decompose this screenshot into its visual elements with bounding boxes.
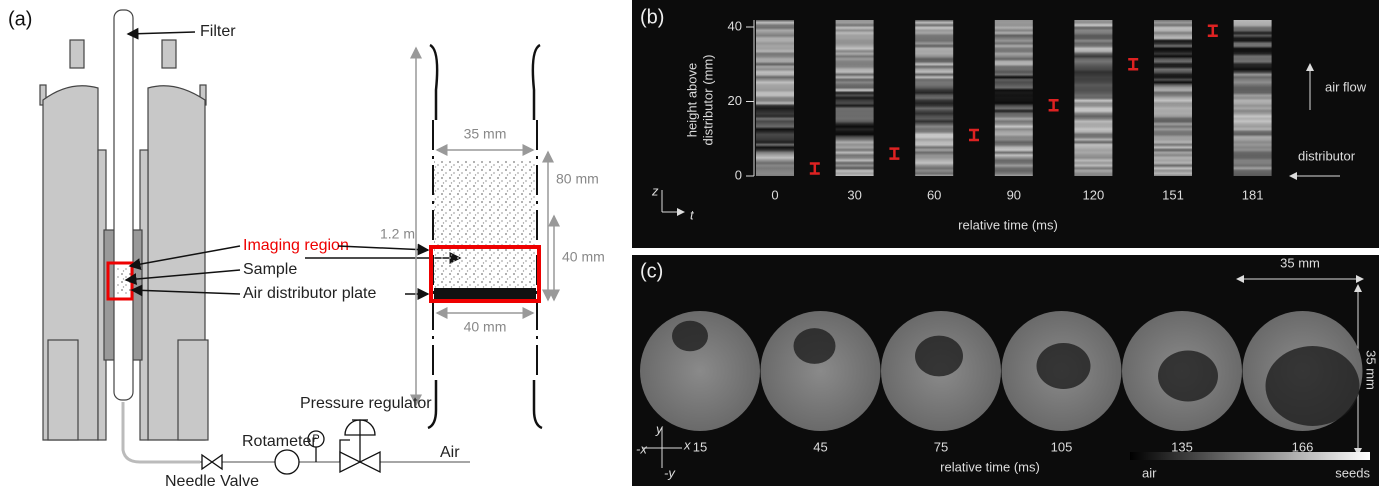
label: Air — [440, 444, 460, 461]
dim-label: 35 mm — [1280, 255, 1320, 270]
y-tick-label: 0 — [735, 167, 742, 182]
bubble — [672, 321, 708, 352]
panel-label: (b) — [640, 6, 664, 28]
axis-icon-label: x — [683, 437, 691, 452]
colorbar — [1130, 452, 1370, 460]
label: Filter — [200, 23, 236, 40]
label: Needle Valve — [165, 473, 259, 486]
panel-label: (a) — [8, 8, 32, 30]
y-tick-label: 20 — [728, 93, 742, 108]
x-label: relative time (ms) — [940, 459, 1040, 474]
x-tick-label: 0 — [771, 187, 778, 202]
x-tick-label: 105 — [1051, 439, 1073, 454]
figure: (a) Filter Imaging region Sample Air dis… — [0, 0, 1379, 486]
x-tick-label: 135 — [1171, 439, 1193, 454]
bubble — [915, 336, 963, 377]
apparatus — [40, 10, 208, 440]
label: Imaging region — [243, 237, 349, 254]
time-slice — [836, 20, 874, 176]
x-tick-label: 30 — [847, 187, 861, 202]
time-slice — [995, 20, 1033, 176]
axis-icon-label: -x — [636, 441, 647, 456]
bubble — [1037, 343, 1091, 389]
bubble — [1158, 351, 1218, 402]
x-tick-label: 166 — [1292, 439, 1314, 454]
dim-label: 40 mm — [464, 319, 507, 335]
annotation: air flow — [1325, 79, 1367, 94]
y-label: distributor (mm) — [700, 54, 715, 145]
y-tick-label: 40 — [728, 18, 742, 33]
label: Sample — [243, 261, 297, 278]
colorbar-label: seeds — [1335, 465, 1370, 480]
time-slice — [1234, 20, 1272, 176]
x-tick-label: 90 — [1007, 187, 1021, 202]
x-tick-label: 75 — [934, 439, 948, 454]
time-slice — [1154, 20, 1192, 176]
time-slice — [1074, 20, 1112, 176]
dim-label: 40 mm — [562, 249, 605, 265]
label: Air distributor plate — [243, 285, 376, 302]
annotation: distributor — [1298, 148, 1356, 163]
dim-label: 35 mm — [1364, 350, 1379, 390]
x-tick-label: 15 — [693, 439, 707, 454]
axis-icon-label: z — [651, 183, 659, 198]
dim-label: 1.2 m — [380, 226, 415, 242]
panel-a: (a) Filter Imaging region Sample Air dis… — [8, 8, 605, 486]
bubble — [794, 328, 836, 364]
x-tick-label: 151 — [1162, 187, 1184, 202]
x-tick-label: 45 — [813, 439, 827, 454]
arrow — [128, 32, 195, 34]
x-tick-label: 120 — [1083, 187, 1105, 202]
axis-icon-label: -y — [664, 465, 676, 480]
dim-label: 80 mm — [556, 171, 599, 187]
bed-column — [428, 45, 542, 428]
panel-label: (c) — [640, 260, 663, 282]
time-slice — [915, 20, 953, 176]
x-tick-label: 60 — [927, 187, 941, 202]
label: Rotameter — [242, 433, 317, 450]
dim-label: 35 mm — [464, 126, 507, 142]
y-label: height above — [684, 63, 699, 137]
x-tick-label: 181 — [1242, 187, 1264, 202]
colorbar-label: air — [1142, 465, 1157, 480]
label: Pressure regulator — [300, 395, 432, 412]
time-slice — [756, 20, 794, 176]
bubble — [1266, 346, 1360, 426]
x-label: relative time (ms) — [958, 217, 1058, 232]
